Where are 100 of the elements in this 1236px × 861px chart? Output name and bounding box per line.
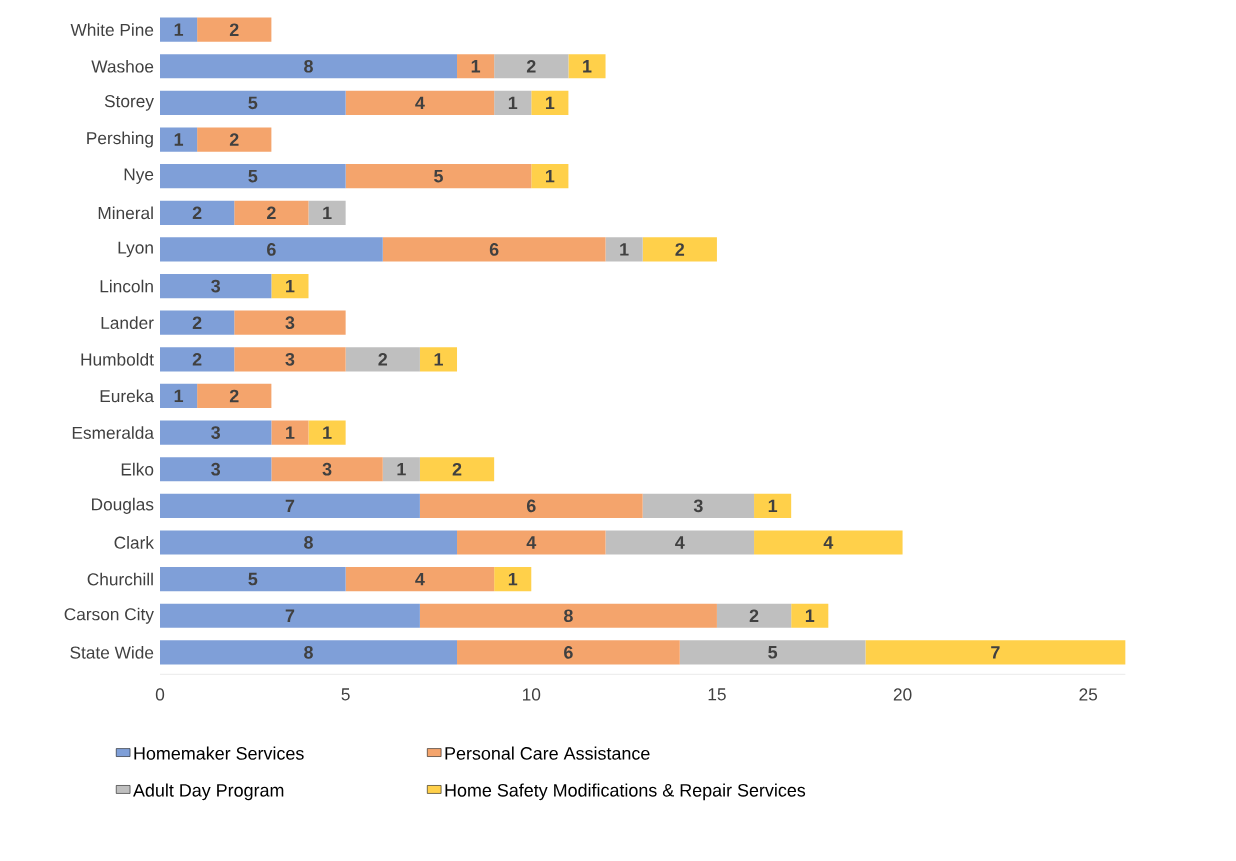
data-label: 2 — [229, 389, 239, 403]
data-label: 2 — [229, 23, 239, 36]
x-tick-label: 15 — [708, 688, 726, 701]
data-label: 5 — [248, 572, 258, 586]
bar — [345, 347, 420, 372]
data-label: 2 — [267, 206, 276, 220]
y-tick-label: Carson City — [64, 607, 154, 624]
bar — [382, 237, 606, 262]
bar — [160, 420, 272, 445]
data-label: 1 — [620, 243, 629, 256]
bar — [160, 603, 420, 628]
data-label: 6 — [267, 243, 276, 256]
x-tick-label: 0 — [155, 688, 165, 701]
data-label: 1 — [174, 389, 184, 403]
bar — [234, 200, 309, 225]
data-label: 4 — [675, 536, 685, 549]
y-tick-label: Lincoln — [100, 279, 153, 293]
bar — [531, 164, 569, 189]
legend-label: Homemaker Services — [134, 746, 304, 760]
data-label: 1 — [286, 279, 295, 293]
legend-label: Adult Day Program — [133, 783, 284, 801]
y-tick-label: Mineral — [98, 206, 153, 220]
data-label: 1 — [174, 133, 184, 146]
data-label: 4 — [415, 572, 425, 586]
bar — [160, 237, 383, 262]
bar — [716, 603, 792, 628]
bar — [160, 640, 458, 665]
bar — [197, 127, 272, 152]
bar — [679, 640, 866, 665]
y-tick-label: Eureka — [100, 389, 154, 403]
bar — [419, 457, 495, 482]
bar — [160, 457, 272, 482]
x-tick-label: 25 — [1079, 688, 1098, 701]
bar — [271, 457, 383, 482]
bar — [605, 237, 643, 262]
bar — [160, 54, 458, 79]
y-tick-label: Lander — [101, 316, 154, 330]
bar — [160, 347, 235, 372]
bar — [494, 90, 532, 115]
data-label: 3 — [211, 426, 221, 439]
bar — [234, 310, 346, 335]
data-label: 2 — [192, 353, 202, 366]
data-label: 2 — [749, 609, 759, 622]
bar — [345, 164, 532, 189]
y-tick-label: Churchill — [87, 572, 153, 586]
bar — [160, 310, 235, 335]
bar — [382, 457, 420, 482]
bar — [865, 640, 1126, 665]
data-label: 8 — [304, 536, 313, 549]
y-tick-label: Esmeralda — [72, 426, 154, 439]
bar — [160, 530, 458, 555]
data-label: 8 — [563, 609, 573, 623]
bar — [197, 17, 272, 42]
bar — [791, 603, 829, 628]
data-label: 1 — [286, 426, 295, 439]
data-label: 1 — [508, 96, 518, 110]
data-label: 5 — [768, 646, 778, 659]
bar — [160, 383, 198, 409]
bar — [160, 90, 346, 115]
y-tick-label: Humboldt — [81, 352, 154, 366]
data-label: 5 — [248, 169, 258, 183]
bar — [419, 347, 458, 372]
y-tick-label: Clark — [114, 536, 154, 549]
data-label: 8 — [304, 59, 313, 73]
bar — [419, 603, 717, 628]
bar — [605, 530, 755, 555]
bar — [160, 164, 346, 189]
x-tick-label: 10 — [522, 688, 541, 701]
y-tick-label: State Wide — [70, 646, 154, 659]
data-label: 1 — [508, 572, 518, 586]
data-label: 3 — [322, 462, 332, 476]
data-label: 1 — [768, 499, 778, 512]
data-label: 5 — [248, 96, 258, 110]
data-label: 7 — [991, 646, 1000, 659]
bar — [308, 200, 346, 225]
bar — [234, 347, 346, 372]
data-label: 2 — [675, 243, 685, 256]
y-tick-label: Storey — [104, 95, 154, 111]
bar — [568, 54, 606, 79]
bar — [642, 493, 755, 518]
data-label: 3 — [285, 316, 295, 330]
bar — [160, 17, 198, 42]
bar — [345, 567, 495, 592]
data-label: 1 — [805, 609, 815, 622]
data-label: 1 — [545, 169, 555, 183]
data-label: 6 — [526, 499, 536, 513]
y-tick-label: Elko — [121, 462, 154, 476]
y-tick-label: Douglas — [92, 497, 154, 514]
y-tick-label: Lyon — [118, 241, 153, 258]
bar — [457, 54, 495, 79]
bar — [754, 493, 792, 518]
data-label: 2 — [452, 462, 462, 476]
bar — [457, 640, 680, 665]
data-label: 4 — [823, 536, 834, 549]
y-tick-label: Nye — [124, 168, 154, 184]
bar — [271, 273, 309, 299]
bar — [457, 530, 606, 555]
data-label: 3 — [211, 279, 221, 293]
legend-label: Personal Care Assistance — [445, 746, 650, 760]
data-label: 4 — [526, 536, 537, 549]
